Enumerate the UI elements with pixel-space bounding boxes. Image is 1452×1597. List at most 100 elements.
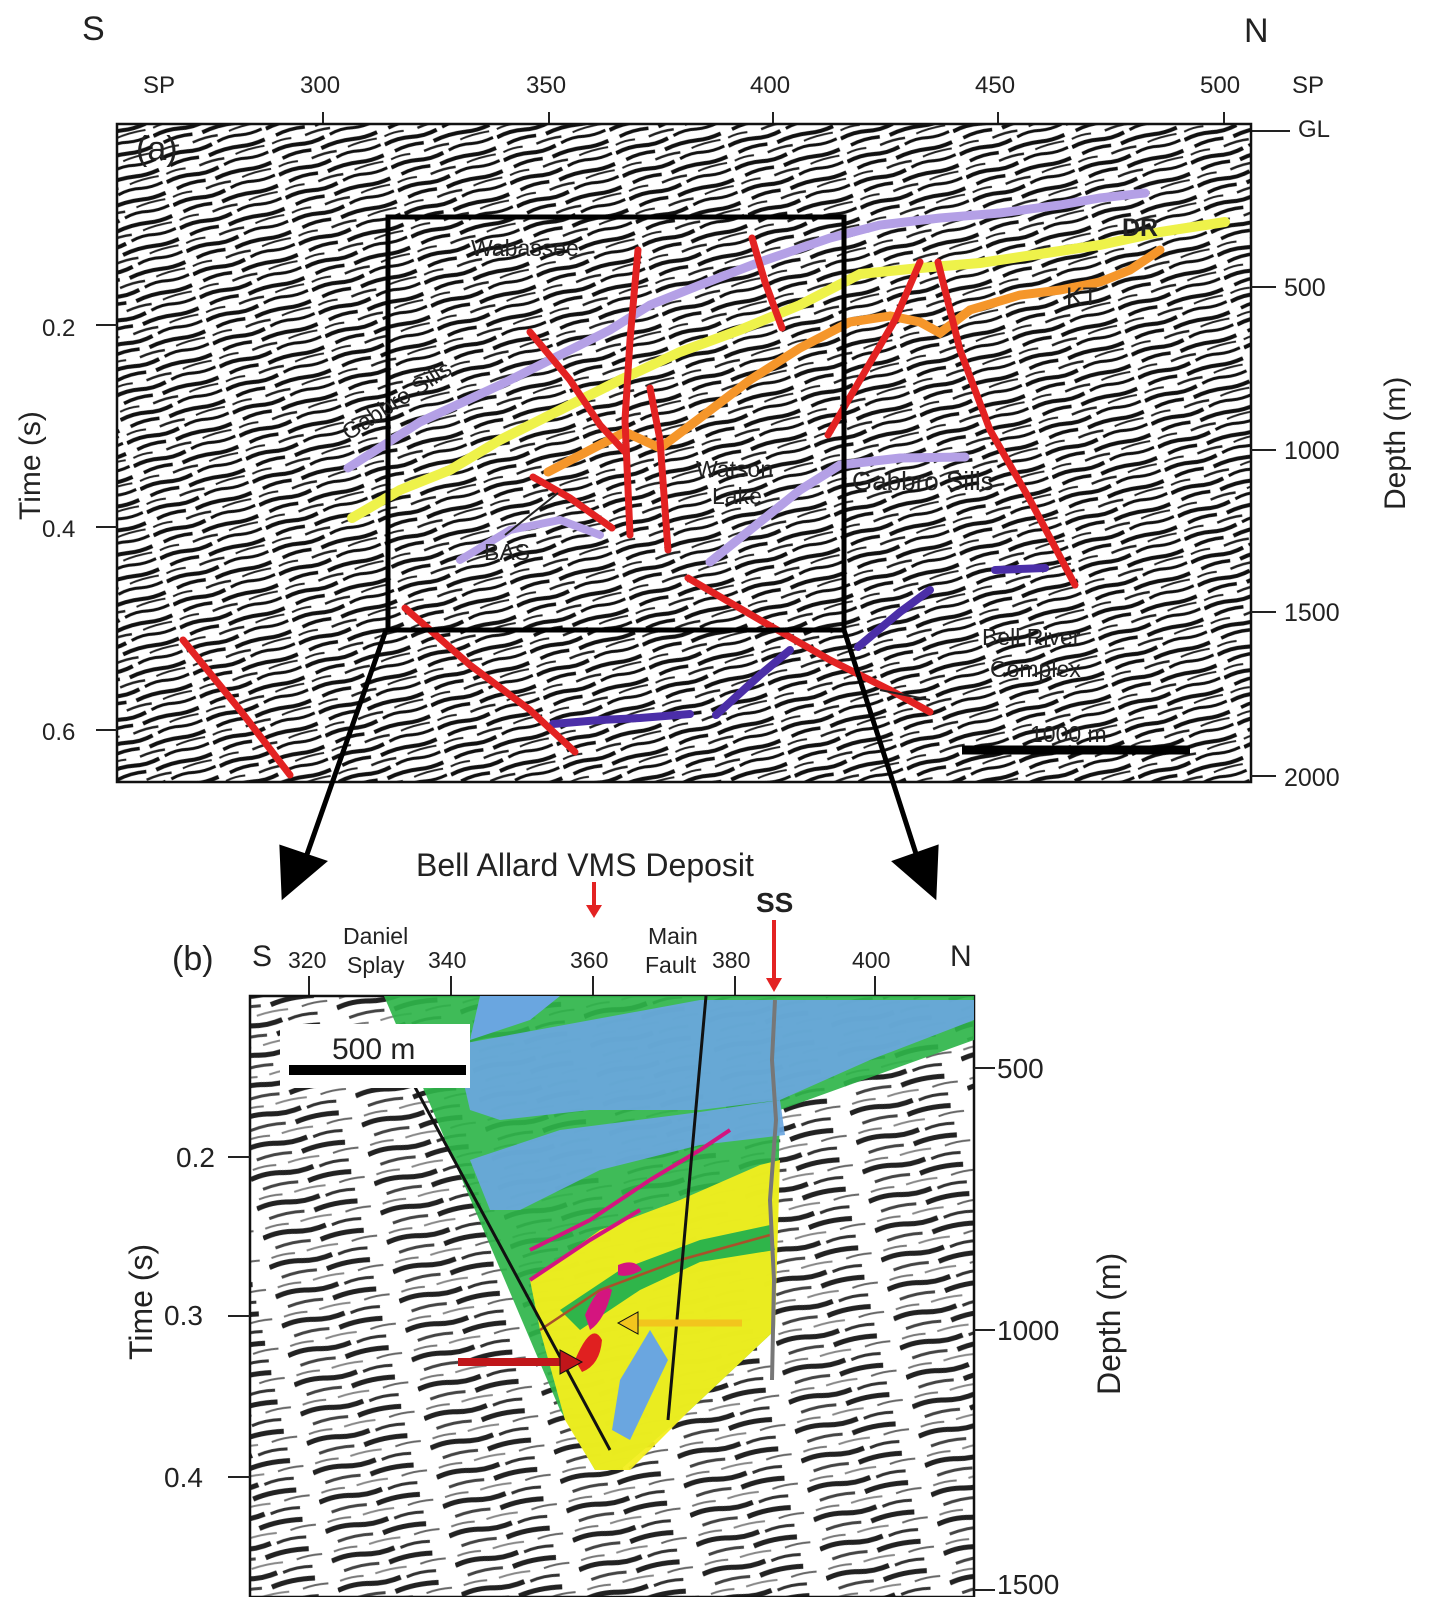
bas-pointer [504, 492, 559, 536]
shotpoint-tick-label: 340 [428, 947, 466, 973]
depth-tick-label: 1500 [1284, 599, 1340, 627]
shotpoint-tick-label: 400 [750, 72, 790, 99]
y-axis-title-left-a: Time (s) [14, 411, 47, 520]
label-complex: Complex [990, 656, 1081, 682]
depth-tick-label: 2000 [1284, 764, 1340, 792]
panel-a: S N SP SP 300 350 400 450 500 GL (a) [14, 10, 1412, 792]
ss-arrow-head [766, 978, 782, 992]
model-green-lens [560, 1225, 775, 1330]
sp-label-right: SP [1292, 72, 1324, 99]
bell-river-complex-horizon [854, 586, 934, 651]
panel-b-label: (b) [172, 940, 214, 978]
scale-bar-label-a: 1000 m [1030, 721, 1107, 747]
gabbro-sills-horizon-lower [705, 452, 970, 567]
fault-line [526, 328, 629, 456]
ground-level-label: GL [1298, 116, 1330, 143]
complex-pointer [879, 689, 931, 701]
model-blue-sliver [612, 1330, 668, 1440]
red-pointer-arrow-head [559, 1349, 584, 1375]
label-lake: Lake [712, 483, 762, 509]
shotpoint-tick-label: 300 [300, 72, 340, 99]
geologic-model [384, 995, 974, 1470]
pointer-arrows [458, 1311, 742, 1375]
zoom-arrow-right-head [891, 844, 939, 901]
model-blue-band [470, 1100, 785, 1210]
fault-line [748, 234, 786, 332]
y-axis-title-right-b: Depth (m) [1091, 1253, 1127, 1395]
fault-line [179, 636, 294, 779]
model-blue-band [455, 1000, 974, 1120]
fault-line [934, 258, 1079, 589]
panel-a-label: (a) [136, 130, 178, 168]
orientation-south-a: S [82, 10, 105, 48]
panel-b: Bell Allard VMS Deposit SS (b) S N 320 3… [123, 847, 1127, 1597]
shotpoint-axis-a: 300 350 400 450 500 [300, 72, 1240, 126]
ss-label: SS [756, 887, 793, 918]
main-fault [666, 995, 708, 1421]
fault-label-fault: Fault [645, 952, 697, 978]
model-magenta-vein [529, 1128, 732, 1252]
fault-line [529, 473, 616, 532]
depth-tick-label: 1000 [1284, 437, 1340, 465]
shotpoint-tick-label: 320 [288, 947, 326, 973]
zoom-arrows [279, 629, 939, 901]
seismic-section-a [115, 122, 1253, 784]
time-tick-label: 0.6 [42, 719, 75, 746]
fault-line [646, 384, 672, 554]
model-magenta-vein [528, 1208, 642, 1282]
time-tick-label: 0.4 [164, 1462, 203, 1493]
fault-line [401, 604, 579, 756]
depth-tick-label: 500 [997, 1053, 1044, 1084]
shotpoint-tick-label: 360 [570, 947, 608, 973]
zoom-box [385, 214, 847, 633]
depth-tick-label: 1000 [997, 1315, 1059, 1346]
panel-b-title: Bell Allard VMS Deposit [416, 847, 754, 883]
zoom-arrow-left [302, 629, 389, 861]
fault-line [684, 574, 934, 716]
shotpoint-tick-label: 380 [712, 947, 750, 973]
y-axis-title-left-b: Time (s) [123, 1244, 159, 1360]
sp-label-left: SP [143, 72, 175, 99]
shotpoint-tick-label: 450 [975, 72, 1015, 99]
daniel-splay-fault [400, 1062, 612, 1451]
deposit-arrow-head [586, 905, 602, 918]
yellow-pointer-arrow-head [616, 1311, 639, 1335]
time-tick-label: 0.2 [176, 1142, 215, 1173]
label-watson: Watson [696, 456, 773, 482]
bell-river-complex-horizon [712, 646, 794, 719]
scale-bar-label-b: 500 m [332, 1033, 415, 1066]
time-tick-label: 0.3 [164, 1300, 203, 1331]
shotpoint-tick-label: 500 [1200, 72, 1240, 99]
label-kt: KT [1066, 283, 1098, 311]
orientation-north-a: N [1244, 12, 1269, 50]
bas-horizon [456, 515, 604, 564]
model-magenta-lens [585, 1287, 612, 1330]
label-gabbro-sills-lower: Gabbro Sills [852, 466, 994, 496]
label-bas: BAS [484, 539, 530, 565]
model-blue-band [470, 996, 560, 1040]
fault-line [621, 246, 642, 539]
orientation-south-b: S [252, 940, 272, 973]
shotpoint-tick-label: 400 [852, 947, 890, 973]
dr-horizon [347, 217, 1230, 523]
ss-borehole [767, 999, 779, 1381]
zoom-arrow-left-head [279, 844, 328, 901]
kt-horizon [543, 245, 1165, 477]
model-brown-contact [539, 1233, 771, 1332]
fault-label-main: Main [648, 923, 698, 949]
orientation-north-b: N [950, 940, 972, 973]
label-wabassee: Wabassee [471, 235, 579, 261]
fault-label-splay: Splay [347, 952, 405, 978]
label-dr: DR [1122, 214, 1158, 242]
bell-river-complex-horizon [549, 710, 694, 728]
time-tick-label: 0.4 [42, 516, 75, 543]
bell-river-complex-horizon [991, 564, 1049, 574]
y-axis-title-right-a: Depth (m) [1379, 377, 1412, 510]
scale-bar-box-b [280, 1024, 470, 1088]
time-tick-label: 0.2 [42, 315, 75, 342]
fault-label-daniel: Daniel [343, 923, 408, 949]
depth-tick-label: 500 [1284, 274, 1326, 302]
shotpoint-tick-label: 350 [526, 72, 566, 99]
label-bell-river: Bell River [982, 624, 1081, 650]
model-magenta-lens [618, 1262, 642, 1276]
